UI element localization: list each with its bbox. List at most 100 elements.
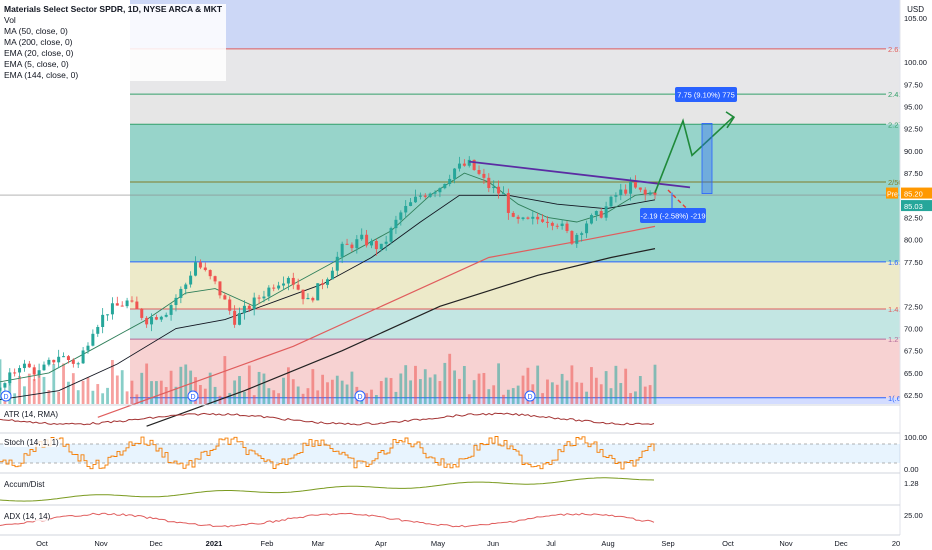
fib-level-label: 2.27 (888, 120, 903, 129)
fib-level-label: 1.41 (888, 305, 903, 314)
candle-body (81, 350, 85, 364)
volume-bar (404, 365, 408, 404)
candle-body (13, 372, 17, 374)
volume-bar (247, 365, 251, 404)
volume-bar (414, 365, 417, 404)
atr-line (0, 412, 655, 426)
candle-body (66, 356, 70, 361)
stoch-tick-label: 100.00 (904, 433, 927, 442)
volume-bar (326, 382, 329, 404)
candle-body (575, 234, 579, 244)
candle-body (536, 216, 540, 220)
fib-band-0 (130, 48, 900, 95)
candle-body (296, 284, 300, 290)
atr-pane-label[interactable]: ATR (14, RMA) (4, 410, 59, 419)
candle-body (106, 314, 110, 316)
volume-bar (223, 356, 227, 404)
volume-bar (555, 384, 559, 404)
x-tick-label: Aug (601, 539, 614, 548)
x-tick-label: Dec (149, 539, 163, 548)
candle-body (101, 314, 105, 327)
volume-bar (418, 379, 422, 404)
volume-bar (330, 379, 334, 404)
projected-up-path (654, 116, 734, 193)
candle-body (467, 159, 471, 166)
candle-body (257, 297, 261, 299)
legend-item-ma50[interactable]: MA (50, close, 0) (4, 26, 68, 36)
y-tick-label: 90.00 (904, 147, 923, 156)
legend-item-ema20[interactable]: EMA (20, close, 0) (4, 48, 74, 58)
volume-bar (27, 373, 31, 404)
resistance-trendline (469, 160, 691, 189)
candle-body (169, 305, 173, 315)
candle-body (52, 359, 56, 363)
fib-level-label: 2/50 (888, 178, 903, 187)
volume-bar (86, 377, 90, 404)
volume-bar (370, 389, 373, 404)
candle-body (184, 284, 188, 289)
volume-bar (497, 363, 500, 404)
candle-body (511, 212, 515, 217)
volume-bar (159, 380, 163, 404)
candle-body (233, 310, 237, 325)
x-tick-label: Nov (94, 539, 108, 548)
volume-bar (624, 368, 628, 404)
y-tick-label: 82.50 (904, 214, 923, 223)
candle-body (301, 289, 305, 300)
volume-bar (384, 377, 388, 404)
volume-bar (526, 367, 530, 404)
legend-item-ma200[interactable]: MA (200, close, 0) (4, 37, 73, 47)
candle-body (643, 189, 647, 195)
candle-body (8, 372, 12, 384)
last-price: 85.03 (904, 202, 923, 211)
candle-body (0, 387, 2, 391)
volume-bar (643, 386, 647, 404)
volume-bar (521, 375, 525, 404)
x-tick-label: Oct (722, 539, 735, 548)
candle-body (457, 163, 461, 169)
volume-bar (169, 370, 173, 404)
volume-bar (179, 366, 183, 404)
stoch-pane-label[interactable]: Stoch (14, 1, 1) (4, 438, 59, 447)
candle-body (550, 222, 554, 226)
y-tick-label: 100.00 (904, 58, 927, 67)
candle-body (506, 193, 510, 213)
legend-item-ema144[interactable]: EMA (144, close, 0) (4, 70, 79, 80)
event-marker (187, 390, 199, 402)
x-tick-label: Dec (834, 539, 848, 548)
stoch-band (0, 444, 900, 463)
pre-market-price: 85.20 (904, 190, 923, 199)
y-tick-label: 87.50 (904, 169, 923, 178)
candle-body (277, 285, 281, 289)
legend-item-vol[interactable]: Vol (4, 15, 16, 25)
volume-bar (174, 386, 178, 404)
volume-bar (243, 391, 246, 404)
candle-body (198, 262, 202, 268)
volume-bar (111, 359, 114, 404)
volume-bar (399, 373, 403, 404)
volume-bar (546, 379, 549, 404)
candle-body (448, 178, 452, 184)
candle-body (22, 363, 26, 369)
adx-pane-label[interactable]: ADX (14, 14) (4, 512, 51, 521)
candle-body (487, 177, 491, 189)
down-target-badge (640, 208, 706, 223)
volume-bar (335, 375, 339, 404)
volume-bar (433, 374, 437, 404)
volume-bar (458, 378, 461, 404)
volume-bar (282, 377, 285, 404)
volume-bar (506, 389, 510, 404)
volume-bar (614, 365, 618, 404)
event-marker (354, 390, 366, 402)
volume-bar (423, 369, 427, 404)
candle-body (413, 196, 417, 203)
accum-dist-line (0, 477, 655, 502)
candle-body (218, 281, 222, 296)
stoch-tick-label: 0.00 (904, 465, 919, 474)
legend-item-ema5[interactable]: EMA (5, close, 0) (4, 59, 69, 69)
ma50-line (0, 194, 656, 401)
volume-bar (272, 390, 276, 404)
accum-dist-pane-label[interactable]: Accum/Dist (4, 480, 45, 489)
candle-body (316, 283, 320, 301)
